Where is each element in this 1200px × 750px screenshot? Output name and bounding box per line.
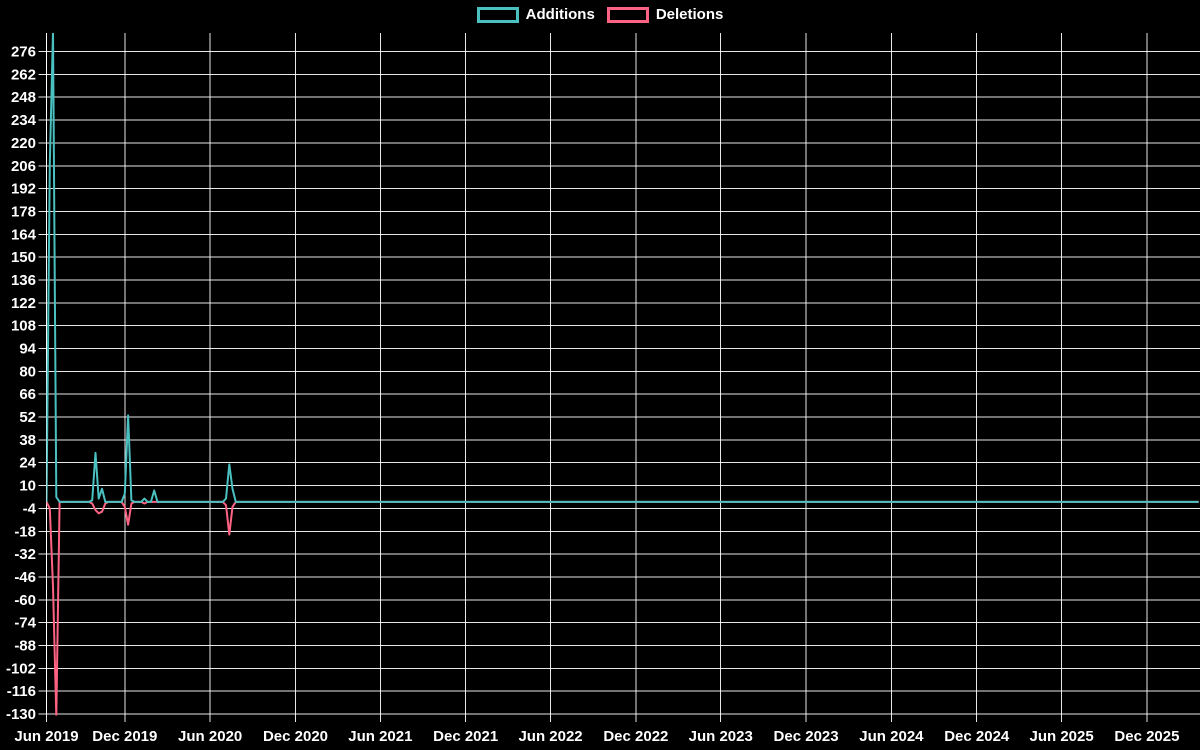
x-tick-label: Jun 2025	[1029, 728, 1093, 745]
y-tick-label: 52	[19, 409, 36, 426]
y-tick-label: -88	[14, 637, 36, 654]
y-tick-label: 136	[11, 272, 36, 289]
y-tick-label: -46	[14, 569, 36, 586]
legend-item-additions[interactable]: Additions	[476, 6, 595, 23]
x-tick-label: Dec 2023	[774, 728, 839, 745]
legend-label-additions: Additions	[525, 6, 595, 23]
y-tick-label: -116	[7, 683, 36, 700]
x-tick-label: Dec 2019	[92, 728, 157, 745]
y-tick-label: -18	[14, 523, 36, 540]
y-tick-label: 66	[19, 386, 36, 403]
y-tick-label: 234	[11, 112, 37, 129]
y-tick-label: -32	[14, 546, 36, 563]
legend-item-deletions[interactable]: Deletions	[606, 6, 724, 23]
gridlines	[38, 33, 1200, 722]
y-tick-label: -74	[14, 615, 36, 632]
y-tick-label: -130	[6, 706, 36, 723]
y-tick-label: 94	[19, 341, 36, 358]
y-tick-label: 178	[11, 203, 36, 220]
y-tick-label: 10	[19, 478, 36, 495]
y-tick-label: 80	[19, 363, 36, 380]
y-tick-label: 164	[11, 226, 37, 243]
y-tick-label: 24	[19, 455, 36, 472]
y-tick-label: 122	[11, 295, 36, 312]
y-tick-label: 192	[11, 181, 36, 198]
x-tick-label: Dec 2021	[433, 728, 498, 745]
y-tick-label: 248	[11, 89, 36, 106]
x-tick-label: Jun 2021	[348, 728, 412, 745]
x-tick-label: Jun 2019	[14, 728, 78, 745]
x-tick-label: Dec 2024	[944, 728, 1010, 745]
y-tick-label: 108	[11, 318, 36, 335]
x-tick-label: Dec 2022	[603, 728, 668, 745]
y-tick-label: 220	[11, 135, 36, 152]
y-tick-label: 150	[11, 249, 36, 266]
x-tick-label: Jun 2022	[518, 728, 582, 745]
deletions-line	[46, 500, 1199, 716]
x-tick-label: Jun 2024	[859, 728, 924, 745]
y-tick-label: -102	[6, 660, 36, 677]
y-tick-label: 276	[11, 44, 36, 61]
additions-line	[46, 33, 1199, 503]
x-tick-label: Jun 2020	[178, 728, 242, 745]
x-tick-label: Dec 2020	[263, 728, 328, 745]
y-tick-label: 38	[19, 432, 36, 449]
x-tick-label: Jun 2023	[689, 728, 753, 745]
y-tick-label: 206	[11, 158, 36, 175]
y-tick-label: -60	[14, 592, 36, 609]
axis-labels: 276 262 248 234 220 206 192 178 164 150 136 122 108 9…	[6, 44, 1179, 745]
additions-swatch-icon	[476, 7, 519, 23]
chart-legend: Additions Deletions	[0, 7, 1200, 23]
deletions-swatch-icon	[606, 7, 649, 23]
y-tick-label: 262	[11, 66, 36, 83]
y-tick-label: -4	[23, 500, 37, 517]
legend-label-deletions: Deletions	[655, 6, 724, 23]
x-tick-label: Dec 2025	[1114, 728, 1179, 745]
